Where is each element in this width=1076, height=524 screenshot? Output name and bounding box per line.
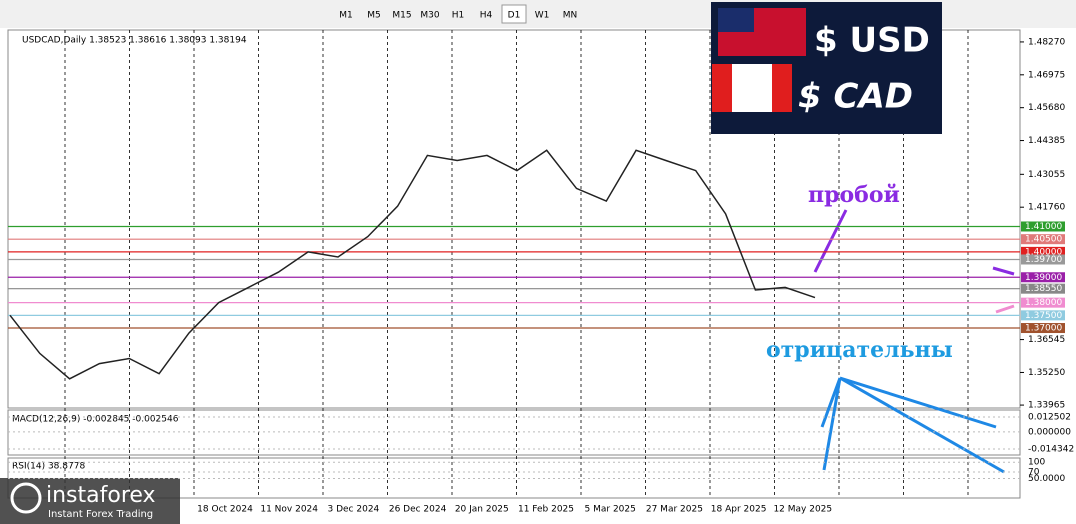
date-label: 11 Feb 2025: [518, 505, 574, 515]
panel-tick-label: -0.014342: [1028, 444, 1074, 454]
level-label: 1.37500: [1025, 311, 1062, 321]
arrows: [813, 209, 1015, 474]
level-tag: [1021, 221, 1065, 232]
level-tag: [1021, 283, 1065, 294]
level-tag: [1021, 297, 1065, 308]
y-tick-label: 1.45680: [1028, 103, 1065, 113]
chart-header: USDCAD,Daily 1.38523 1.38616 1.38093 1.3…: [22, 36, 247, 46]
level-label: 1.37000: [1025, 324, 1062, 334]
level-tag: [1021, 272, 1065, 283]
timeframe-button[interactable]: M1: [339, 11, 353, 21]
y-tick-label: 1.35250: [1028, 368, 1065, 378]
y-tick-label: 1.41760: [1028, 203, 1065, 213]
panel-tick-label: 0.012502: [1028, 413, 1071, 423]
level-tag: [1021, 323, 1065, 334]
y-tick-label: 1.44385: [1028, 136, 1065, 146]
cad-label: $ CAD: [798, 77, 913, 117]
date-label: 20 Jan 2025: [455, 505, 509, 515]
panel-tick-label: 100: [1028, 458, 1045, 468]
level-tag: [1021, 234, 1065, 245]
active-timeframe: [501, 4, 527, 24]
level-tag: [1021, 246, 1065, 257]
panel-tick-label: 70: [1028, 467, 1040, 477]
date-label: 12 May 2025: [773, 505, 832, 515]
timeframe-button[interactable]: M15: [392, 11, 411, 21]
y-tick-label: 1.43055: [1028, 170, 1065, 180]
y-tick-label: 1.48270: [1028, 37, 1065, 47]
level-tag: [1021, 310, 1065, 321]
date-label: 27 Mar 2025: [646, 505, 703, 515]
negative-note: отрицательны: [766, 337, 953, 363]
level-label: 1.41000: [1025, 222, 1062, 232]
timeframe-button[interactable]: D1: [508, 11, 521, 21]
timeframe-button[interactable]: MN: [563, 11, 578, 21]
date-label: 18 Oct 2024: [197, 505, 253, 515]
ca-flag-center: [732, 64, 772, 112]
logo-icon: [10, 482, 42, 514]
timeframe-button[interactable]: H4: [480, 11, 493, 21]
level-label: 1.40500: [1025, 235, 1062, 245]
timeframe-button[interactable]: M5: [367, 11, 381, 21]
y-tick-label: 1.46975: [1028, 70, 1065, 80]
level-label: 1.38550: [1025, 284, 1062, 294]
rsi-label: RSI(14) 38.8778: [12, 462, 85, 472]
timeframe-button[interactable]: W1: [535, 11, 550, 21]
date-label: 11 Nov 2024: [260, 505, 318, 515]
level-label: 1.38000: [1025, 298, 1062, 308]
vertical-grid: [64, 30, 969, 498]
price-line: [9, 149, 816, 380]
us-flag-canton: [718, 8, 754, 32]
level-label: 1.39000: [1025, 273, 1062, 283]
date-label: 18 Apr 2025: [711, 505, 767, 515]
y-tick-label: 1.33965: [1028, 401, 1065, 411]
date-label: 5 Mar 2025: [585, 505, 636, 515]
panel-tick-label: 50.0000: [1028, 474, 1065, 484]
timeframe-button[interactable]: M30: [420, 11, 439, 21]
logo-tagline: Instant Forex Trading: [48, 509, 153, 520]
logo-name: instaforex: [46, 483, 156, 508]
timeframe-button[interactable]: H1: [452, 11, 465, 21]
panel-tick-label: 0.000000: [1028, 427, 1071, 437]
level-label: 1.39700: [1025, 255, 1062, 265]
macd-label: MACD(12,26,9) -0.002845 -0.002546: [12, 415, 179, 425]
date-label: 26 Dec 2024: [389, 505, 447, 515]
breakout-note: пробой: [808, 182, 900, 208]
date-label: 3 Dec 2024: [328, 505, 380, 515]
level-tag: [1021, 254, 1065, 265]
usd-label: $ USD: [814, 21, 930, 61]
level-label: 1.40000: [1025, 247, 1062, 257]
y-tick-label: 1.36545: [1028, 335, 1065, 345]
